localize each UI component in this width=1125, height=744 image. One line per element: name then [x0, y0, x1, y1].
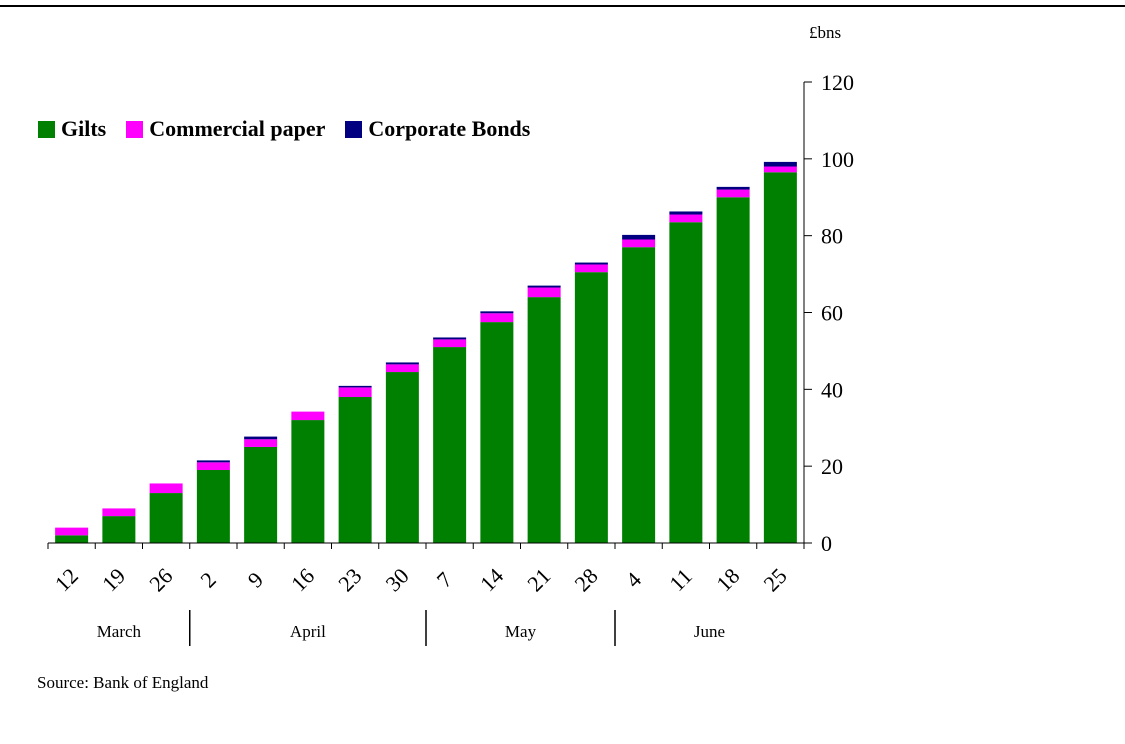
x-tick-label-5: 16: [286, 563, 319, 596]
legend-label-gilts: Gilts: [61, 116, 107, 141]
month-label-may: May: [505, 622, 537, 641]
y-tick-label-80: 80: [821, 224, 843, 249]
bar-corporate-bonds-3: [196, 460, 230, 463]
bar-corporate-bonds-12: [622, 234, 656, 240]
bar-gilts-3: [196, 470, 230, 543]
legend-swatch-commercial-paper: [126, 120, 144, 138]
bars-group: [55, 161, 797, 544]
bar-gilts-15: [763, 172, 797, 543]
bar-commercial-paper-13: [669, 214, 703, 223]
bar-corporate-bonds-10: [527, 285, 561, 288]
bar-gilts-14: [716, 197, 750, 543]
top-rule: [0, 5, 1125, 7]
bar-commercial-paper-15: [763, 166, 797, 173]
bar-corporate-bonds-13: [669, 211, 703, 215]
bar-corporate-bonds-15: [763, 161, 797, 167]
x-tick-label-8: 7: [432, 567, 457, 592]
bar-corporate-bonds-8: [433, 337, 467, 340]
bar-corporate-bonds-6: [338, 385, 372, 388]
x-tick-label-12: 4: [621, 567, 646, 592]
bar-commercial-paper-3: [196, 462, 230, 471]
x-tick-label-9: 14: [475, 563, 508, 596]
bar-commercial-paper-4: [244, 439, 278, 447]
legend-label-corporate-bonds: Corporate Bonds: [368, 116, 531, 141]
bar-corporate-bonds-7: [385, 362, 419, 365]
bar-commercial-paper-1: [102, 508, 136, 517]
bar-commercial-paper-9: [480, 313, 514, 323]
legend: Gilts Commercial paper Corporate Bonds: [38, 116, 550, 142]
x-tick-label-0: 12: [50, 563, 83, 596]
y-tick-label-100: 100: [821, 147, 854, 172]
bar-commercial-paper-0: [55, 527, 89, 536]
bar-commercial-paper-10: [527, 287, 561, 298]
bar-corporate-bonds-9: [480, 311, 514, 314]
x-tick-label-6: 23: [333, 563, 366, 596]
bar-gilts-1: [102, 516, 136, 543]
bar-gilts-9: [480, 322, 514, 543]
y-tick-label-120: 120: [821, 70, 854, 95]
bar-commercial-paper-5: [291, 411, 325, 421]
legend-swatch-gilts: [38, 120, 55, 138]
bar-commercial-paper-2: [149, 483, 183, 494]
legend-label-commercial-paper: Commercial paper: [149, 116, 326, 141]
y-unit-label: £bns: [809, 23, 841, 42]
x-tick-label-11: 28: [569, 563, 602, 596]
x-tick-label-4: 9: [243, 567, 268, 592]
month-label-march: March: [97, 622, 142, 641]
bar-gilts-7: [385, 372, 419, 543]
axes-group: [47, 81, 812, 646]
bar-gilts-5: [291, 420, 325, 543]
x-tick-label-3: 2: [195, 567, 220, 592]
bar-commercial-paper-12: [622, 239, 656, 248]
legend-item-corporate-bonds: Corporate Bonds: [345, 116, 530, 142]
bar-commercial-paper-6: [338, 387, 372, 398]
bar-gilts-10: [527, 297, 561, 543]
month-label-april: April: [290, 622, 326, 641]
bar-corporate-bonds-11: [574, 262, 608, 265]
y-tick-label-0: 0: [821, 531, 832, 556]
legend-item-commercial-paper: Commercial paper: [126, 116, 325, 142]
x-tick-label-10: 21: [522, 563, 555, 596]
bar-gilts-8: [433, 347, 467, 543]
bar-gilts-6: [338, 397, 372, 543]
x-tick-label-2: 26: [144, 563, 177, 596]
y-tick-label-60: 60: [821, 301, 843, 326]
bar-corporate-bonds-14: [716, 186, 750, 190]
x-tick-label-14: 18: [711, 563, 744, 596]
bar-corporate-bonds-4: [244, 436, 278, 440]
bar-commercial-paper-7: [385, 364, 419, 373]
bar-gilts-13: [669, 222, 703, 544]
bar-commercial-paper-14: [716, 189, 750, 198]
month-label-june: June: [694, 622, 725, 641]
bar-gilts-4: [244, 446, 278, 543]
source-note: Source: Bank of England: [37, 673, 209, 692]
bar-gilts-0: [55, 535, 89, 543]
x-tick-label-7: 30: [380, 563, 413, 596]
bar-commercial-paper-8: [433, 339, 467, 348]
x-tick-label-13: 11: [664, 563, 697, 596]
legend-item-gilts: Gilts: [38, 116, 106, 142]
y-tick-label-20: 20: [821, 454, 843, 479]
bar-gilts-11: [574, 272, 608, 543]
bar-commercial-paper-11: [574, 264, 608, 273]
legend-swatch-corporate-bonds: [345, 120, 363, 138]
y-tick-label-40: 40: [821, 377, 843, 402]
x-tick-label-15: 25: [758, 563, 791, 596]
x-tick-label-1: 19: [97, 563, 130, 596]
bar-gilts-12: [622, 247, 656, 544]
bar-gilts-2: [149, 493, 183, 543]
